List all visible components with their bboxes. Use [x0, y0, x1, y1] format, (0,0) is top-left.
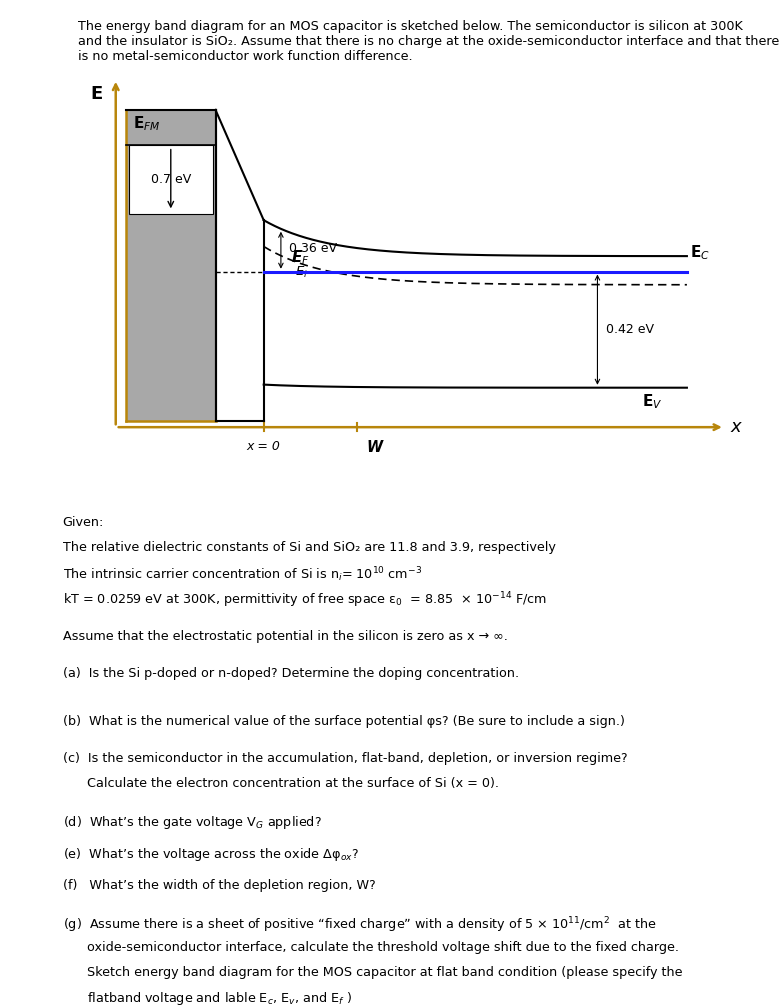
Text: E$_F$: E$_F$	[291, 248, 310, 267]
Text: E$_{FM}$: E$_{FM}$	[133, 115, 160, 133]
Text: (c)  Is the semiconductor in the accumulation, flat-band, depletion, or inversio: (c) Is the semiconductor in the accumula…	[63, 752, 627, 765]
Text: E$_C$: E$_C$	[691, 243, 710, 262]
Text: The energy band diagram for an MOS capacitor is sketched below. The semiconducto: The energy band diagram for an MOS capac…	[78, 20, 743, 33]
Text: (e)  What’s the voltage across the oxide Δφ$_{ox}$?: (e) What’s the voltage across the oxide …	[63, 846, 358, 863]
Text: $\mathit{x}$: $\mathit{x}$	[730, 418, 743, 436]
Text: 0.36 eV: 0.36 eV	[289, 242, 337, 255]
Text: W: W	[367, 439, 383, 454]
Text: 0.7 eV: 0.7 eV	[151, 173, 191, 186]
Bar	[126, 110, 216, 421]
Text: oxide-semiconductor interface, calculate the threshold voltage shift due to the : oxide-semiconductor interface, calculate…	[63, 941, 679, 954]
Text: (b)  What is the numerical value of the surface potential φs? (Be sure to includ: (b) What is the numerical value of the s…	[63, 715, 625, 728]
FancyBboxPatch shape	[129, 145, 213, 214]
Text: (a)  Is the Si p-doped or n-doped? Determine the doping concentration.: (a) Is the Si p-doped or n-doped? Determ…	[63, 667, 518, 680]
Text: Given:: Given:	[63, 516, 104, 529]
Text: Calculate the electron concentration at the surface of Si (x = 0).: Calculate the electron concentration at …	[63, 777, 499, 790]
Text: (d)  What’s the gate voltage V$_G$ applied?: (d) What’s the gate voltage V$_G$ applie…	[63, 814, 321, 831]
Text: E$_V$: E$_V$	[642, 392, 662, 411]
Text: E: E	[91, 84, 102, 103]
Text: The intrinsic carrier concentration of Si is n$_i$= 10$^{10}$ cm$^{-3}$: The intrinsic carrier concentration of S…	[63, 566, 421, 584]
Text: flatband voltage and lable E$_c$, E$_v$, and E$_f$ ): flatband voltage and lable E$_c$, E$_v$,…	[63, 990, 352, 1005]
Text: kT = 0.0259 eV at 300K, permittivity of free space ε$_0$  = 8.85  × 10$^{-14}$ F: kT = 0.0259 eV at 300K, permittivity of …	[63, 590, 547, 610]
Text: and the insulator is SiO₂. Assume that there is no charge at the oxide-semicondu: and the insulator is SiO₂. Assume that t…	[78, 35, 780, 48]
Text: (g)  Assume there is a sheet of positive “fixed charge” with a density of 5 × 10: (g) Assume there is a sheet of positive …	[63, 916, 656, 936]
Text: 0.42 eV: 0.42 eV	[606, 324, 654, 336]
Text: E$_i$: E$_i$	[295, 265, 307, 280]
Text: x = 0: x = 0	[247, 439, 281, 452]
Text: Sketch energy band diagram for the MOS capacitor at flat band condition (please : Sketch energy band diagram for the MOS c…	[63, 966, 682, 979]
Text: is no metal-semiconductor work function difference.: is no metal-semiconductor work function …	[78, 50, 413, 63]
Text: Assume that the electrostatic potential in the silicon is zero as x → ∞.: Assume that the electrostatic potential …	[63, 630, 508, 643]
Text: The relative dielectric constants of Si and SiO₂ are 11.8 and 3.9, respectively: The relative dielectric constants of Si …	[63, 541, 555, 554]
Text: (f)   What’s the width of the depletion region, W?: (f) What’s the width of the depletion re…	[63, 878, 375, 891]
